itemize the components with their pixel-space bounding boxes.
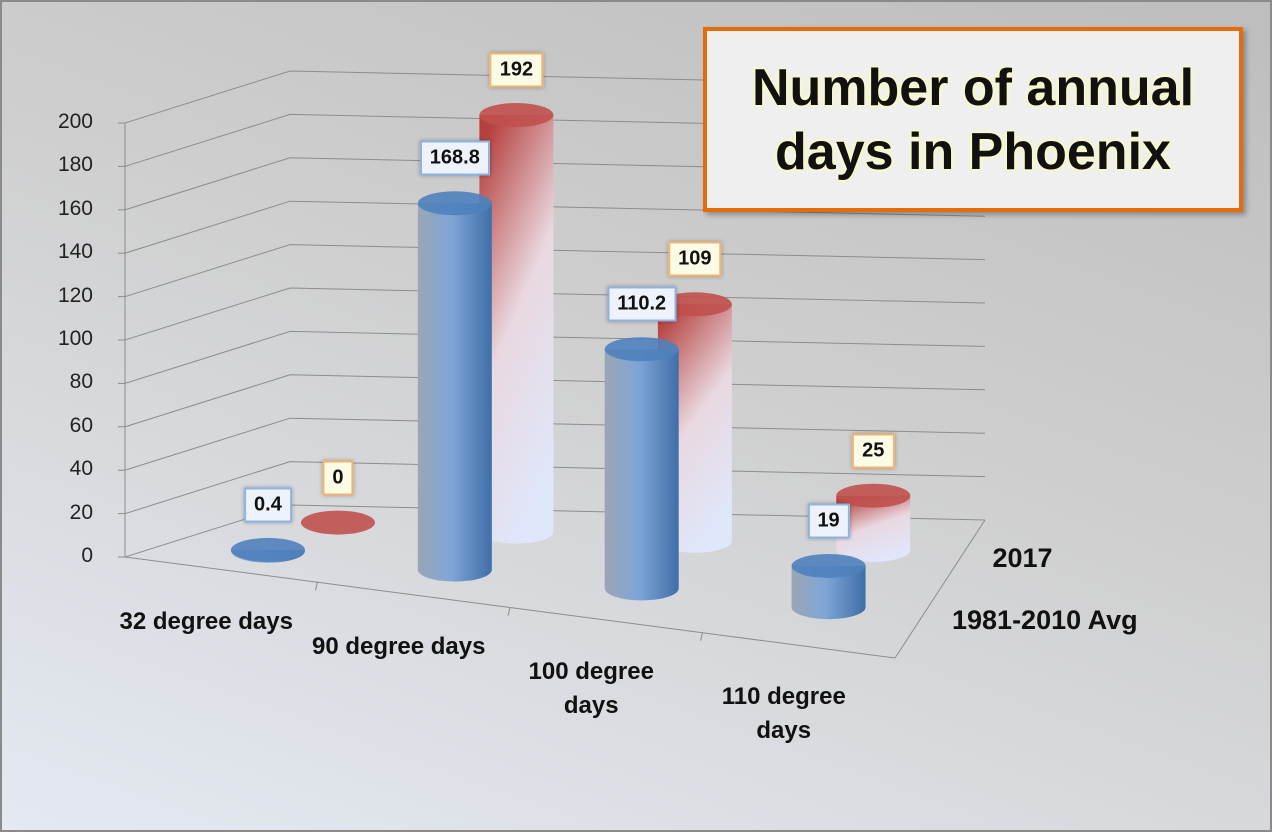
cylinder-body: [604, 349, 679, 601]
data-label: 19: [807, 503, 850, 539]
data-label: 25: [852, 433, 895, 469]
y-tick-label: 0: [81, 544, 93, 567]
y-tick-label: 120: [57, 283, 93, 307]
grid-line: [124, 287, 986, 341]
cylinder-top: [230, 537, 305, 562]
cylinder-body: [836, 495, 911, 562]
data-label: 192: [489, 52, 544, 88]
cylinder: [479, 103, 554, 544]
grid-line: [124, 374, 986, 428]
x-tick-label: 90 degree days: [312, 632, 486, 660]
cylinder: [300, 510, 375, 535]
grid-line: [124, 417, 986, 471]
cylinder-top: [791, 553, 866, 578]
legend-label: 2017: [992, 542, 1053, 573]
cylinder: [417, 191, 492, 582]
grid-line: [124, 244, 986, 298]
cylinder-top: [657, 292, 732, 317]
x-tick-mark: [507, 607, 511, 616]
data-label: 0.4: [244, 487, 292, 523]
cylinder-body: [417, 203, 492, 582]
x-tick-label: 32 degree days: [119, 607, 293, 635]
grid-line: [124, 330, 986, 384]
legend-label: 1981-2010 Avg: [952, 604, 1138, 635]
data-label: 109: [668, 241, 722, 277]
y-tick-label: 100: [57, 327, 93, 350]
grid-line: [124, 461, 986, 515]
cylinder-top: [417, 191, 492, 216]
cylinder-top: [604, 337, 679, 362]
cylinder-body: [791, 565, 866, 620]
cylinder: [604, 337, 679, 601]
x-tick-mark: [700, 632, 703, 641]
y-tick-label: 60: [69, 413, 93, 437]
data-label: 168.8: [419, 140, 490, 176]
cylinder: [791, 553, 866, 620]
cylinder-top: [836, 483, 911, 508]
x-tick-mark: [315, 582, 318, 591]
x-axis: [124, 519, 986, 659]
y-tick-label: 180: [57, 153, 93, 177]
cylinder: [836, 483, 911, 562]
y-tick-label: 160: [57, 196, 93, 220]
data-label: 0: [322, 460, 354, 496]
y-tick-label: 40: [69, 457, 93, 481]
cylinder-body: [479, 115, 554, 544]
y-tick-label: 200: [57, 110, 93, 133]
x-tick-label: 100 degree days: [528, 658, 654, 720]
chart-title: Number of annual days in Phoenix: [703, 27, 1243, 212]
cylinder-top: [479, 103, 554, 128]
cylinder: [230, 537, 305, 563]
y-tick-label: 140: [57, 240, 93, 264]
y-tick-label: 20: [69, 500, 93, 524]
cylinder-top: [300, 510, 375, 535]
x-tick-label: 110 degree days: [721, 683, 846, 745]
data-label: 110.2: [607, 286, 677, 322]
y-tick-label: 80: [69, 370, 93, 394]
